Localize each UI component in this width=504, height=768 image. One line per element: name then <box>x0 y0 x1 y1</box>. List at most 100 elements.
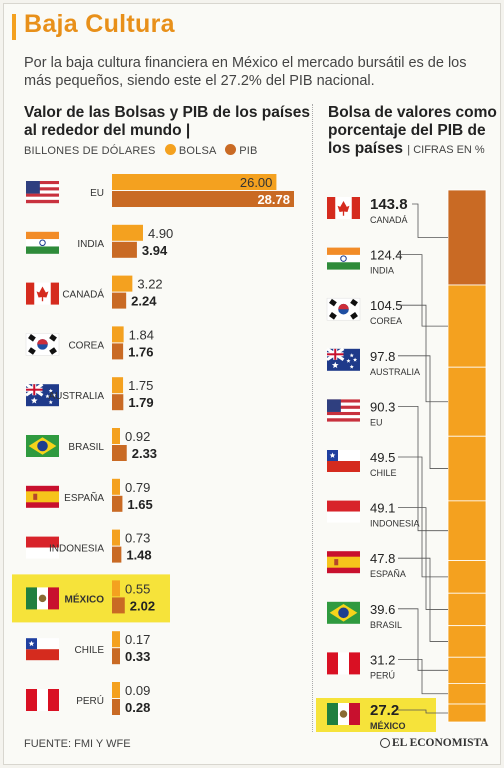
leader-line <box>398 709 448 714</box>
source-note: FUENTE: FMI Y WFE <box>24 738 131 750</box>
value-label-bolsa: 0.09 <box>125 683 150 698</box>
pct-country-label: COREA <box>370 316 402 326</box>
pct-country-label: EU <box>370 417 383 427</box>
pct-country-label: CHILE <box>370 468 397 478</box>
country-label: PERÚ <box>76 694 104 707</box>
brand-icon <box>380 738 390 748</box>
korea-flag-icon <box>25 333 60 356</box>
value-label-pib: 3.94 <box>142 243 168 258</box>
column-segment <box>447 703 487 723</box>
legend-bolsa-swatch <box>164 144 176 155</box>
country-label: MÉXICO <box>65 592 105 605</box>
units-label: BILLONES DE DÓLARES <box>24 145 156 157</box>
bar-bolsa <box>112 682 120 698</box>
pct-value-label: 31.2 <box>370 652 395 667</box>
pct-value-label: 90.3 <box>370 399 395 414</box>
brazil-flag-icon <box>26 435 59 457</box>
pct-country-label: BRASIL <box>370 620 402 630</box>
value-label-bolsa: 3.22 <box>137 277 162 292</box>
value-label-pib: 2.02 <box>130 598 155 613</box>
value-label-bolsa: 1.75 <box>128 378 153 393</box>
country-label: AUSTRALIA <box>48 391 104 402</box>
leader-line <box>398 304 448 403</box>
pct-value-label: 27.2 <box>370 702 399 719</box>
bar-pib <box>112 495 123 512</box>
pct-value-label: 97.8 <box>370 349 395 364</box>
leader-line <box>398 456 448 578</box>
column-segment <box>447 656 487 684</box>
pct-value-label: 49.1 <box>370 501 395 516</box>
country-label: CANADÁ <box>62 288 104 301</box>
value-label-bolsa: 1.84 <box>129 327 154 342</box>
canada-flag-icon <box>327 197 360 219</box>
value-label-bolsa: 0.17 <box>125 632 150 647</box>
pct-value-label: 39.6 <box>370 602 395 617</box>
panel-divider <box>312 104 313 732</box>
value-label-pib: 0.33 <box>125 649 150 664</box>
india-flag-icon <box>327 247 360 270</box>
pct-country-label: AUSTRALIA <box>370 367 420 377</box>
brazil-flag-icon <box>327 601 360 624</box>
country-label: INDONESIA <box>49 544 104 555</box>
brand-logo: EL ECONOMISTA <box>380 737 489 749</box>
left-chart-legend: BILLONES DE DÓLARES BOLSA PIB <box>24 144 258 157</box>
right-chart-title-text: Bolsa de valores como porcentaje del PIB… <box>328 104 497 157</box>
australia-flag-icon <box>326 347 360 371</box>
legend-bolsa-label: BOLSA <box>178 145 216 157</box>
leader-line <box>398 608 448 671</box>
pct-country-label: INDONESIA <box>370 519 420 529</box>
bar-bolsa <box>112 224 143 241</box>
bar-pib <box>112 699 120 715</box>
spain-flag-icon <box>327 551 360 574</box>
bar-pib <box>112 394 124 411</box>
mexico-flag-icon <box>26 587 59 610</box>
country-label: COREA <box>68 340 104 351</box>
bar-bolsa <box>112 428 120 444</box>
value-label-bolsa: 0.73 <box>125 531 150 546</box>
right-chart-units: | CIFRAS EN % <box>407 144 485 156</box>
value-label-bolsa: 0.55 <box>125 581 150 596</box>
page-title: Baja Cultura <box>24 10 175 38</box>
bar-pib <box>112 241 137 258</box>
leader-line <box>398 557 448 642</box>
value-label-pib: 1.79 <box>128 395 153 410</box>
bar-pib <box>112 191 294 207</box>
bar-pib <box>112 546 122 563</box>
page-subtitle: Por la baja cultura financiera en México… <box>24 55 467 89</box>
column-segment <box>447 500 487 561</box>
pct-country-label: INDIA <box>370 266 394 276</box>
mexico-flag-icon <box>327 703 360 725</box>
peru-flag-icon <box>26 689 59 711</box>
pct-value-label: 104.5 <box>370 298 403 313</box>
chile-flag-icon <box>327 450 360 472</box>
leader-line <box>398 254 448 327</box>
bar-bolsa <box>112 580 120 597</box>
country-label: BRASIL <box>68 442 104 453</box>
left-chart-title: Valor de las Bolsas y PIB de los países … <box>24 104 311 139</box>
country-label: EU <box>90 188 104 199</box>
legend-pib-swatch <box>225 144 237 155</box>
pct-country-label: MÉXICO <box>370 721 406 731</box>
bar-bolsa <box>112 377 124 394</box>
country-label: ESPAÑA <box>64 491 104 504</box>
bar-bolsa <box>112 529 120 546</box>
us-flag-icon <box>26 181 59 204</box>
value-label-bolsa: 0.92 <box>125 429 150 444</box>
value-label-pib: 1.65 <box>127 497 152 512</box>
value-label-pib: 1.48 <box>126 548 151 563</box>
country-label: INDIA <box>77 239 104 250</box>
bar-pib <box>112 292 127 309</box>
column-segment <box>447 560 487 594</box>
value-label-pib: 0.28 <box>125 700 150 715</box>
peru-flag-icon <box>327 652 360 675</box>
chile-flag-icon <box>26 638 59 661</box>
australia-flag-icon <box>25 382 59 407</box>
brand-name: EL ECONOMISTA <box>392 737 489 749</box>
bar-pib <box>112 597 125 614</box>
pct-value-label: 124.4 <box>370 248 403 263</box>
country-label: CHILE <box>75 645 105 656</box>
bar-bolsa <box>112 174 277 190</box>
spain-flag-icon <box>26 485 59 508</box>
value-label-pib: 1.76 <box>128 344 153 359</box>
